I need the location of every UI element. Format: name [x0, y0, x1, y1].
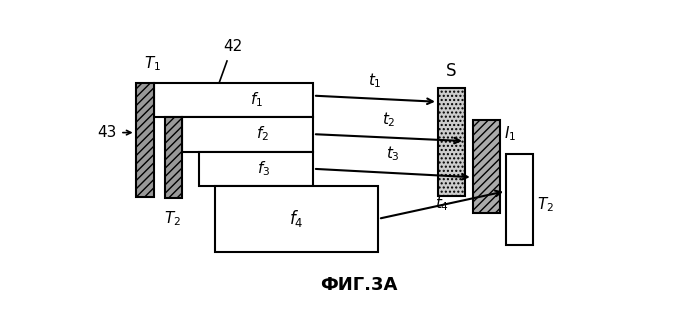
Text: 42: 42: [223, 39, 242, 54]
Text: $t_1$: $t_1$: [368, 72, 382, 90]
Bar: [473, 120, 500, 213]
Bar: [136, 82, 154, 197]
Text: $t_4$: $t_4$: [435, 195, 449, 213]
Text: $T_1$: $T_1$: [144, 55, 161, 73]
Text: ФИГ.3А: ФИГ.3А: [320, 276, 398, 294]
Text: $I_2$: $I_2$: [504, 168, 516, 187]
Text: $f_3$: $f_3$: [257, 159, 270, 178]
Text: $f_1$: $f_1$: [250, 90, 263, 109]
Text: $f_2$: $f_2$: [256, 125, 270, 143]
Text: $I_1$: $I_1$: [504, 124, 516, 143]
Text: $f_4$: $f_4$: [290, 208, 304, 229]
Text: $T_2$: $T_2$: [537, 195, 554, 213]
Bar: [182, 117, 313, 152]
Bar: [438, 88, 465, 196]
Bar: [506, 154, 533, 245]
Bar: [165, 117, 182, 198]
Text: $t_3$: $t_3$: [386, 145, 400, 163]
Text: S: S: [446, 62, 456, 80]
Bar: [199, 152, 313, 187]
Text: $T_2$: $T_2$: [164, 210, 181, 228]
Bar: [154, 82, 313, 117]
Text: $t_2$: $t_2$: [382, 110, 396, 129]
Bar: [216, 187, 378, 252]
Text: 43: 43: [97, 125, 117, 140]
